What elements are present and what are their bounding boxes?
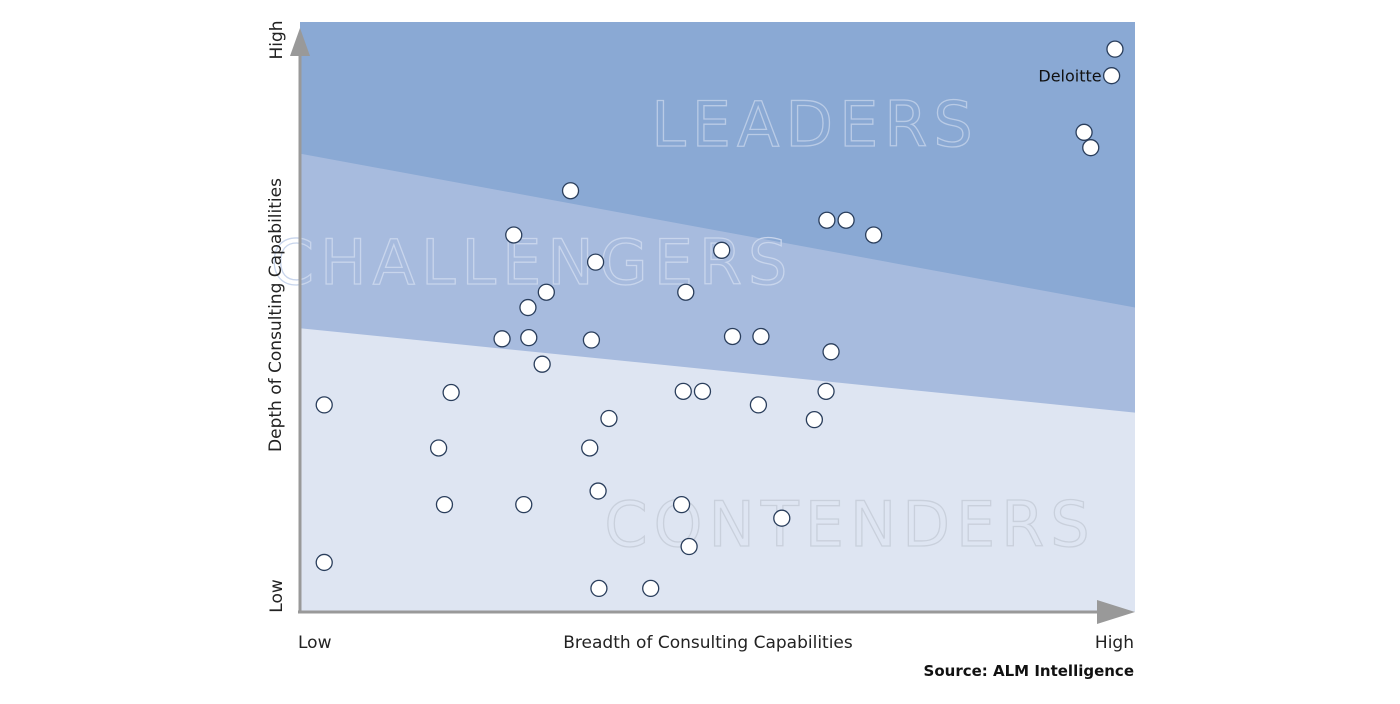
data-point xyxy=(519,298,537,317)
x-axis-arrow-icon xyxy=(1097,600,1135,624)
y-axis-title: Depth of Consulting Capabilities xyxy=(266,178,286,452)
data-point xyxy=(713,241,731,259)
data-point xyxy=(677,283,695,301)
y-axis-arrow-icon xyxy=(290,28,310,56)
data-point xyxy=(817,382,835,400)
data-point xyxy=(805,411,824,429)
data-point xyxy=(693,382,712,400)
data-point xyxy=(515,495,533,514)
x-axis-low-label: Low xyxy=(298,633,332,653)
data-point xyxy=(315,553,333,572)
region-leaders xyxy=(300,22,1135,308)
data-point xyxy=(642,579,660,598)
data-point xyxy=(752,327,770,346)
labels-layer: High Low Depth of Consulting Capabilitie… xyxy=(266,20,1134,680)
data-point xyxy=(864,226,883,244)
data-point xyxy=(773,509,791,527)
x-axis-title: Breadth of Consulting Capabilities xyxy=(563,633,853,653)
data-point xyxy=(493,330,511,348)
data-point xyxy=(749,396,768,414)
data-point xyxy=(680,537,698,556)
data-point xyxy=(1082,139,1100,157)
data-point xyxy=(505,226,523,244)
data-point xyxy=(429,439,448,457)
data-point xyxy=(582,331,601,349)
data-point xyxy=(435,495,454,514)
points-layer: Deloitte xyxy=(315,40,1124,598)
data-point xyxy=(822,343,840,361)
data-point xyxy=(600,409,618,428)
data-point xyxy=(315,396,333,414)
region-word-challengers: CHALLENGERS xyxy=(271,226,794,299)
data-point xyxy=(674,382,692,400)
data-point xyxy=(1102,67,1121,85)
data-point xyxy=(561,182,580,200)
data-point xyxy=(442,383,460,402)
y-axis-high-label: High xyxy=(267,20,287,59)
data-point xyxy=(586,253,605,271)
data-point xyxy=(533,355,551,373)
data-point xyxy=(1075,123,1093,141)
data-point xyxy=(590,579,608,598)
data-point xyxy=(672,495,691,514)
data-point xyxy=(520,328,538,347)
data-point xyxy=(818,211,836,229)
regions-layer xyxy=(300,22,1135,612)
data-point-label: Deloitte xyxy=(1038,67,1101,86)
x-axis-high-label: High xyxy=(1095,633,1134,653)
axes-layer xyxy=(290,28,1135,624)
y-axis-low-label: Low xyxy=(267,579,287,613)
source-label: Source: ALM Intelligence xyxy=(924,662,1134,680)
region-word-leaders: LEADERS xyxy=(651,88,978,161)
data-point xyxy=(537,283,555,301)
data-point xyxy=(589,482,607,500)
data-point xyxy=(837,211,855,229)
data-point xyxy=(723,327,742,346)
data-point xyxy=(1106,40,1124,58)
data-point xyxy=(581,439,599,457)
